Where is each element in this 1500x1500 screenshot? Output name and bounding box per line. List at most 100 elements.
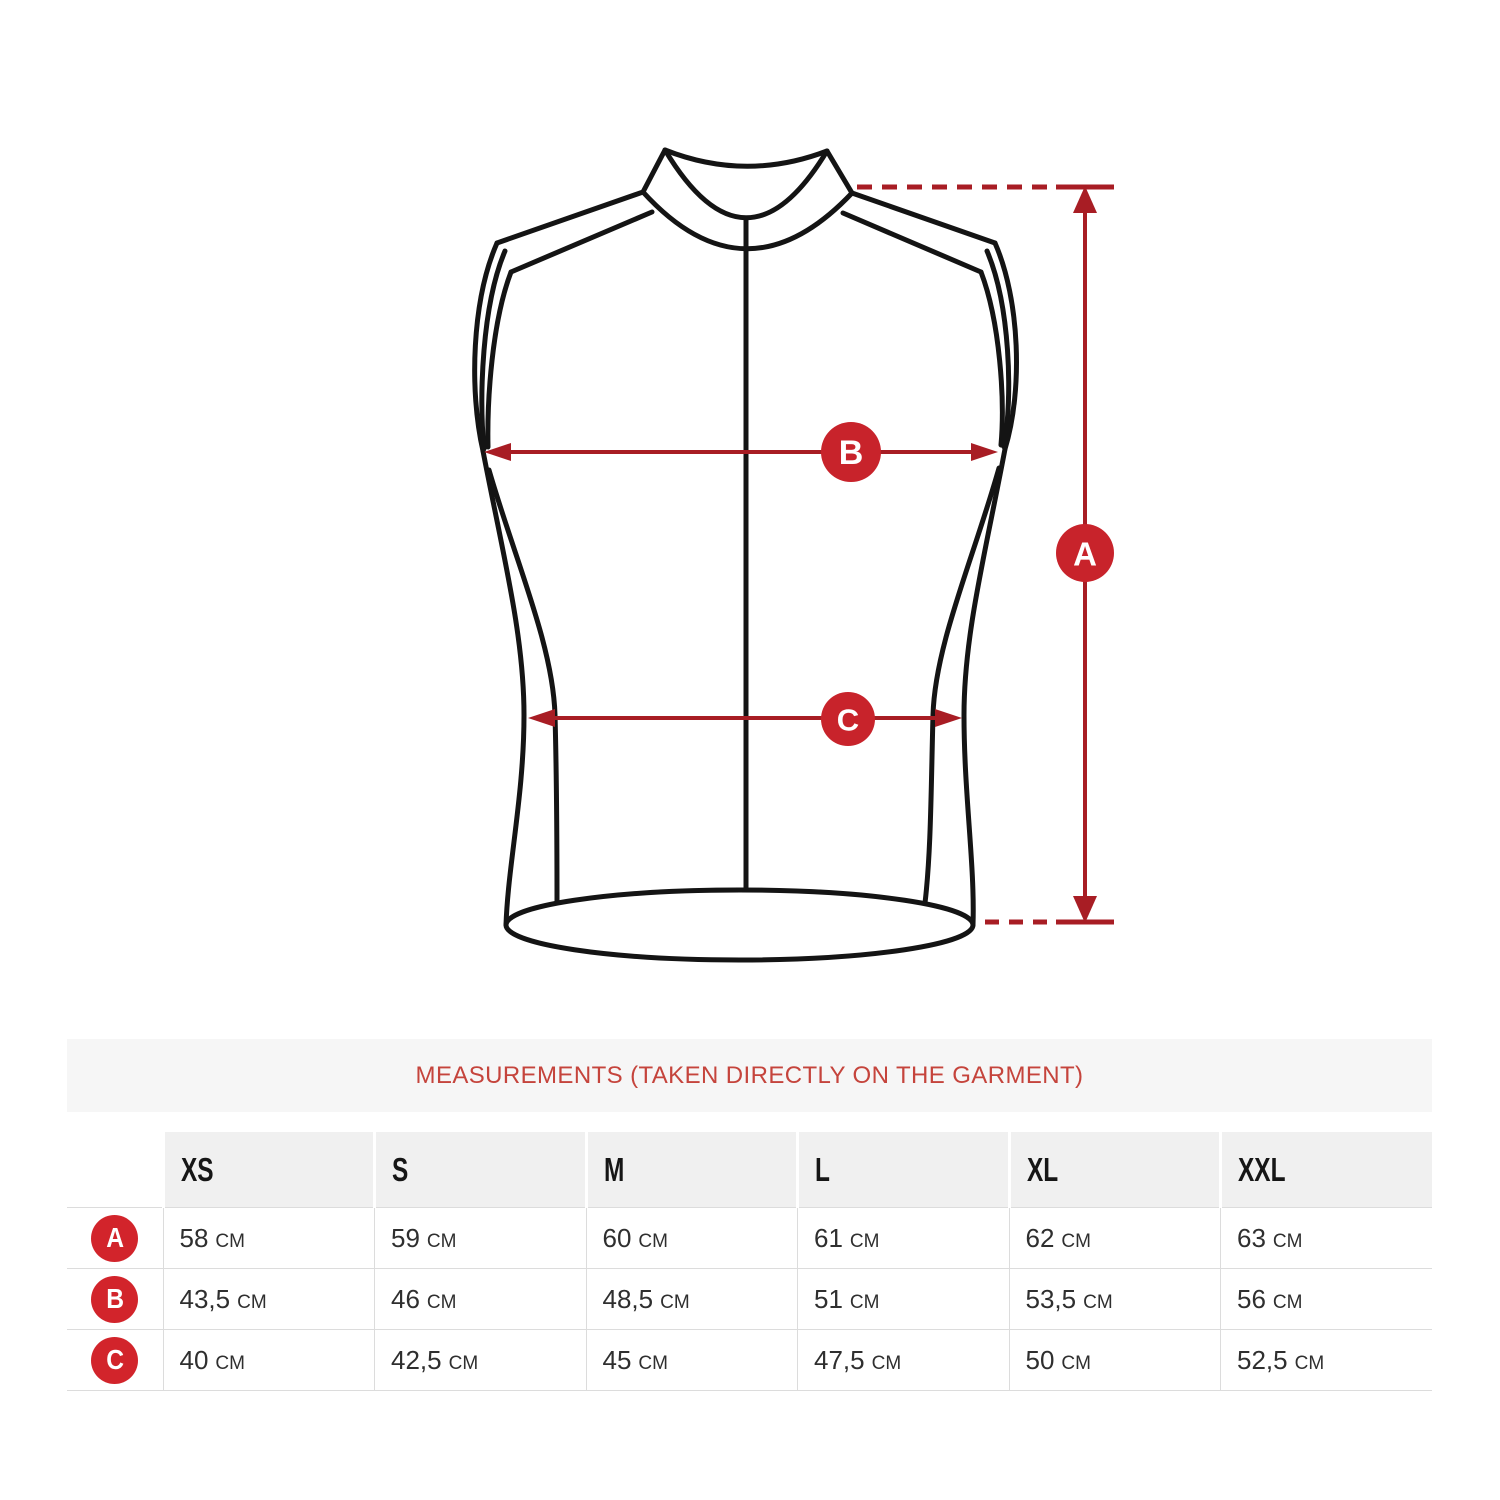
row-a-marker-badge: A — [91, 1214, 139, 1262]
size-header-xxl-label: XXL — [1238, 1150, 1286, 1188]
value-c-xs-unit: CM — [215, 1352, 245, 1374]
marker-a-label: A — [1073, 536, 1097, 573]
collar-left-peak — [640, 147, 668, 195]
row-b-marker-cell: B — [67, 1268, 163, 1330]
row-b-marker-badge: B — [91, 1275, 139, 1323]
left-shoulder-lower-seam — [508, 209, 655, 275]
right-side-outer — [961, 446, 1008, 928]
value-a-s: 59 CM — [374, 1207, 586, 1269]
value-b-l: 51 CM — [797, 1268, 1009, 1330]
measurements-table: XS S M L XL XXL A 58 CM 59 CM 60 CM 61 CM — [67, 1132, 1432, 1391]
value-b-l-unit: CM — [849, 1291, 880, 1313]
marker-a-circle — [1056, 524, 1114, 582]
measurement-row-c: C 40 CM 42,5 CM 45 CM 47,5 CM 50 CM 52,5 CM — [67, 1329, 1432, 1391]
row-a-marker-cell: A — [67, 1207, 163, 1269]
value-a-l-unit: CM — [849, 1230, 880, 1252]
marker-b-label: B — [839, 434, 864, 472]
value-c-m-number: 45 — [602, 1344, 632, 1375]
value-a-xl: 62 CM — [1008, 1207, 1221, 1269]
dimension-markers: B C A — [821, 422, 1114, 746]
value-b-m-unit: CM — [660, 1291, 690, 1313]
value-b-xxl: 56 CM — [1220, 1268, 1432, 1330]
size-header-xs: XS — [161, 1132, 375, 1208]
value-c-m-unit: CM — [638, 1352, 668, 1374]
value-c-xxl-number: 52,5 — [1237, 1344, 1288, 1375]
value-c-xs-number: 40 — [179, 1344, 209, 1375]
size-header-m: M — [584, 1132, 798, 1208]
size-header-l: L — [796, 1132, 1009, 1208]
right-armhole-binding — [984, 248, 1012, 450]
value-c-l-number: 47,5 — [814, 1344, 865, 1375]
length-arrowhead-down-icon — [1073, 896, 1097, 923]
value-b-xs-number: 43,5 — [179, 1283, 231, 1314]
dimension-annotations — [484, 184, 1114, 925]
row-c-marker-cell: C — [67, 1329, 163, 1391]
right-shoulder-upper-seam — [849, 190, 998, 246]
size-header-xs-label: XS — [180, 1150, 214, 1188]
value-a-xl-number: 62 — [1025, 1222, 1055, 1253]
waist-arrowhead-right-icon — [935, 709, 962, 727]
value-a-l-number: 61 — [814, 1222, 843, 1253]
value-a-xs: 58 CM — [162, 1207, 375, 1269]
left-armhole-inner — [485, 269, 514, 450]
row-c-marker-letter: C — [105, 1344, 124, 1375]
value-c-s-unit: CM — [448, 1352, 479, 1374]
value-a-m-number: 60 — [602, 1222, 632, 1253]
value-b-xl: 53,5 CM — [1008, 1268, 1221, 1330]
marker-c-label: C — [837, 703, 859, 738]
vest-outline — [472, 147, 1019, 963]
value-b-m-number: 48,5 — [602, 1283, 654, 1314]
marker-c-circle — [821, 692, 875, 746]
value-a-xxl-number: 63 — [1237, 1222, 1266, 1253]
value-c-xl: 50 CM — [1008, 1329, 1221, 1391]
size-header-l-label: L — [815, 1150, 830, 1188]
value-a-xs-number: 58 — [179, 1222, 209, 1253]
size-header-row: XS S M L XL XXL — [67, 1132, 1432, 1208]
chest-arrowhead-left-icon — [484, 443, 511, 461]
value-a-s-unit: CM — [426, 1230, 457, 1252]
size-header-xxl: XXL — [1219, 1132, 1432, 1208]
value-b-xl-number: 53,5 — [1025, 1283, 1077, 1314]
row-c-marker-badge: C — [91, 1336, 139, 1384]
value-b-xs: 43,5 CM — [162, 1268, 375, 1330]
value-b-xl-unit: CM — [1083, 1291, 1113, 1313]
row-a-marker-letter: A — [105, 1222, 124, 1253]
size-header-m-label: M — [603, 1150, 624, 1188]
value-b-s-number: 46 — [391, 1283, 420, 1314]
size-header-xl-label: XL — [1026, 1150, 1058, 1188]
value-c-m: 45 CM — [585, 1329, 798, 1391]
corner-cell — [67, 1132, 163, 1208]
right-armhole-inner — [978, 269, 1005, 448]
value-a-m: 60 CM — [585, 1207, 798, 1269]
collar-right-peak — [824, 148, 855, 196]
left-armhole-binding — [479, 248, 508, 452]
right-shoulder-lower-seam — [840, 210, 984, 275]
measurements-title-band: MEASUREMENTS (TAKEN DIRECTLY ON THE GARM… — [67, 1039, 1432, 1112]
size-header-s-label: S — [392, 1150, 409, 1188]
measurements-table-container: XS S M L XL XXL A 58 CM 59 CM 60 CM 61 CM — [67, 1132, 1432, 1391]
value-b-xxl-number: 56 — [1237, 1283, 1266, 1314]
right-armhole-outer — [992, 240, 1019, 452]
length-arrowhead-up-icon — [1073, 186, 1097, 213]
value-a-xl-unit: CM — [1061, 1230, 1091, 1252]
value-c-xl-unit: CM — [1061, 1352, 1091, 1374]
right-side-seam — [922, 465, 1002, 906]
left-shoulder-upper-seam — [494, 189, 646, 246]
size-header-xl: XL — [1007, 1132, 1221, 1208]
value-b-xxl-unit: CM — [1272, 1291, 1303, 1313]
value-c-l: 47,5 CM — [797, 1329, 1009, 1391]
value-b-s-unit: CM — [426, 1291, 457, 1313]
measurements-title: MEASUREMENTS (TAKEN DIRECTLY ON THE GARM… — [415, 1061, 1084, 1089]
value-c-xxl: 52,5 CM — [1220, 1329, 1432, 1391]
value-c-s: 42,5 CM — [374, 1329, 586, 1391]
value-a-l: 61 CM — [797, 1207, 1009, 1269]
value-a-xxl-unit: CM — [1272, 1230, 1303, 1252]
row-b-marker-letter: B — [105, 1283, 124, 1314]
left-armhole-outer — [472, 240, 500, 454]
value-b-xs-unit: CM — [237, 1291, 267, 1313]
vest-measurement-diagram: B C A — [472, 147, 1114, 963]
left-side-outer — [480, 448, 527, 928]
measurement-row-b: B 43,5 CM 46 CM 48,5 CM 51 CM 53,5 CM 56 CM — [67, 1268, 1432, 1330]
hem-ellipse — [503, 887, 976, 963]
left-side-seam — [486, 467, 560, 906]
